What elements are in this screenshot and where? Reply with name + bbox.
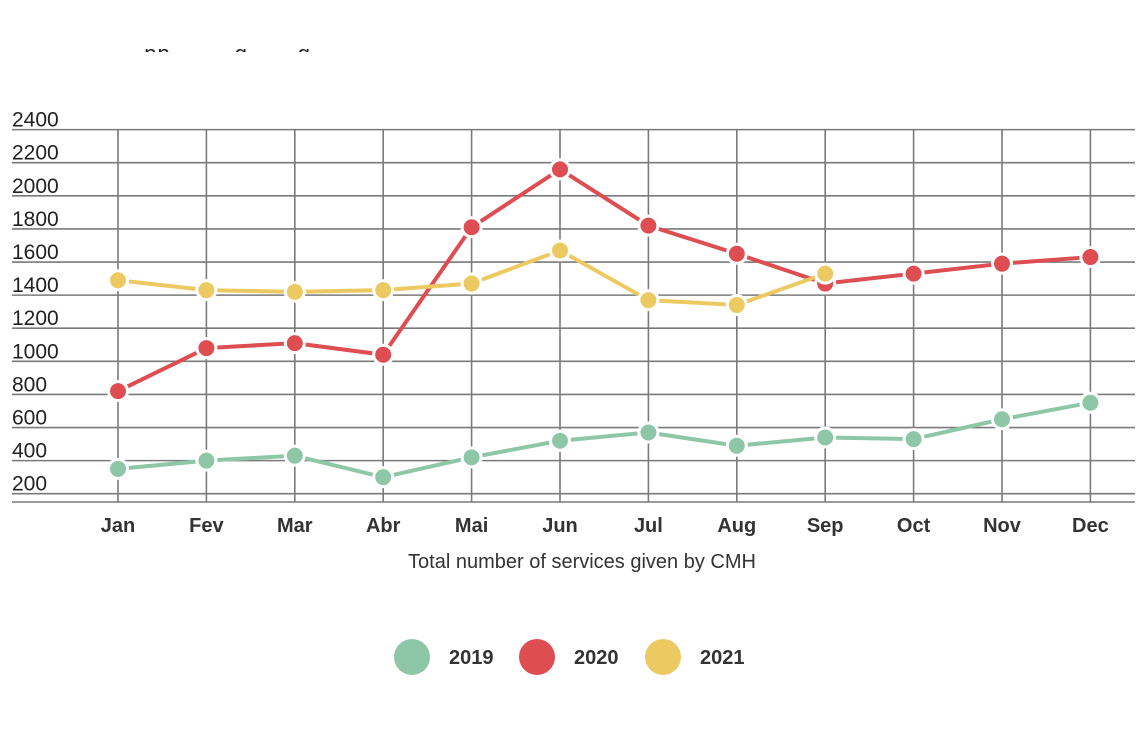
y-tick-label: 200 bbox=[12, 473, 47, 496]
data-point bbox=[460, 446, 483, 469]
data-point bbox=[549, 158, 571, 181]
data-point bbox=[725, 242, 748, 265]
x-tick-label: Aug bbox=[717, 515, 756, 537]
data-point bbox=[283, 280, 306, 303]
x-axis-ticks: Jan Fev Mar Abr Mai Jun Jul Aug Sep Oct Nov Dec bbox=[101, 515, 1109, 537]
legend-label-2019: 2019 bbox=[449, 647, 494, 669]
chart-title-fragment: . pp . . . . g . . . g . , . , . bbox=[130, 41, 382, 52]
data-point bbox=[372, 466, 395, 489]
y-tick-label: 2000 bbox=[12, 175, 59, 198]
y-tick-label: 1400 bbox=[12, 274, 59, 297]
y-tick-label: 400 bbox=[12, 440, 47, 463]
data-point bbox=[549, 239, 571, 262]
series-line-2019 bbox=[117, 400, 1091, 480]
x-tick-label: Jan bbox=[101, 515, 135, 537]
data-point bbox=[1079, 246, 1102, 269]
data-point bbox=[637, 421, 660, 444]
y-tick-label: 800 bbox=[12, 373, 47, 396]
x-tick-label: Nov bbox=[983, 515, 1022, 537]
x-axis-label: Total number of services given by CMH bbox=[408, 551, 756, 573]
x-tick-label: Oct bbox=[897, 515, 931, 537]
data-point bbox=[107, 457, 129, 480]
x-tick-label: Dec bbox=[1072, 515, 1109, 537]
x-tick-label: Mai bbox=[455, 515, 488, 537]
legend-label-2021: 2021 bbox=[700, 647, 745, 669]
data-point bbox=[991, 252, 1013, 275]
series-2021 bbox=[107, 239, 837, 317]
y-tick-label: 1800 bbox=[12, 208, 59, 231]
data-point bbox=[902, 428, 925, 451]
data-point bbox=[549, 429, 571, 452]
chart-series bbox=[107, 158, 1102, 489]
data-point bbox=[460, 272, 483, 295]
data-point bbox=[814, 262, 837, 285]
legend-swatch-2020 bbox=[519, 639, 555, 675]
series-2019 bbox=[107, 391, 1102, 489]
data-point bbox=[725, 434, 748, 457]
data-point bbox=[195, 337, 218, 360]
data-point bbox=[372, 279, 395, 302]
chart-legend: 2019 2020 2021 bbox=[394, 639, 745, 675]
legend-swatch-2019 bbox=[394, 639, 430, 675]
data-point bbox=[107, 269, 129, 292]
data-point bbox=[814, 426, 837, 449]
y-tick-label: 1200 bbox=[12, 307, 59, 330]
chart-grid bbox=[12, 128, 1135, 503]
y-axis-ticks: 200 400 600 800 1000 1200 1400 1600 1800 2000 2200… bbox=[12, 109, 59, 496]
data-point bbox=[1079, 391, 1102, 414]
data-point bbox=[637, 289, 660, 312]
legend-label-2020: 2020 bbox=[574, 647, 619, 669]
y-tick-label: 600 bbox=[12, 407, 47, 430]
data-point bbox=[195, 449, 218, 472]
data-point bbox=[283, 444, 306, 467]
x-tick-label: Jun bbox=[542, 515, 578, 537]
x-tick-label: Abr bbox=[366, 515, 401, 537]
data-point bbox=[107, 380, 129, 403]
data-point bbox=[195, 279, 218, 302]
data-point bbox=[902, 262, 925, 285]
data-point bbox=[283, 332, 306, 355]
y-tick-label: 1600 bbox=[12, 241, 59, 264]
series-line-2020 bbox=[117, 167, 1091, 393]
data-point bbox=[460, 216, 483, 239]
x-tick-label: Sep bbox=[807, 515, 844, 537]
y-tick-label: 2200 bbox=[12, 142, 59, 165]
legend-swatch-2021 bbox=[645, 639, 681, 675]
x-tick-label: Fev bbox=[189, 515, 224, 537]
x-tick-label: Jul bbox=[634, 515, 663, 537]
y-tick-label: 2400 bbox=[12, 109, 59, 132]
x-tick-label: Mar bbox=[277, 515, 313, 537]
y-tick-label: 1000 bbox=[12, 340, 59, 363]
chart-title-cropped: . pp . . . . g . . . g . , . , . bbox=[130, 26, 650, 52]
data-point bbox=[725, 294, 748, 317]
data-point bbox=[372, 343, 395, 366]
data-point bbox=[991, 408, 1013, 431]
data-point bbox=[637, 214, 660, 237]
